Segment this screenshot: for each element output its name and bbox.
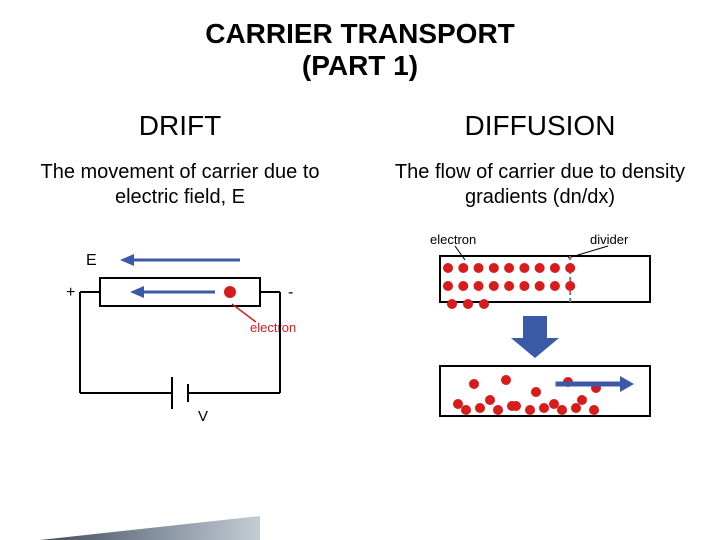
- left-description: The movement of carrier due to electric …: [30, 160, 330, 210]
- right-description: The flow of carrier due to density gradi…: [390, 160, 690, 210]
- svg-text:V: V: [198, 408, 208, 425]
- svg-text:electron: electron: [430, 232, 476, 247]
- svg-text:electron: electron: [250, 320, 296, 335]
- svg-text:E: E: [86, 252, 97, 269]
- svg-text:+: +: [66, 284, 75, 301]
- slide: { "title_line1": "CARRIER TRANSPORT", "t…: [0, 0, 720, 540]
- slide-title: CARRIER TRANSPORT (PART 1): [0, 0, 720, 82]
- title-line-2: (PART 1): [0, 50, 720, 82]
- svg-text:divider: divider: [590, 232, 629, 247]
- diffusion-svg: electron divider: [390, 228, 690, 438]
- diffusion-diagram: electron divider: [390, 228, 690, 438]
- drift-svg: Eelectron + - V: [30, 228, 330, 438]
- left-heading: DRIFT: [30, 110, 330, 142]
- title-line-1: CARRIER TRANSPORT: [0, 18, 720, 50]
- columns: DRIFT The movement of carrier due to ele…: [0, 110, 720, 210]
- diagram-area: Eelectron + - V electron divider: [0, 228, 720, 438]
- right-column: DIFFUSION The flow of carrier due to den…: [390, 110, 690, 210]
- left-column: DRIFT The movement of carrier due to ele…: [30, 110, 330, 210]
- drift-diagram: Eelectron + - V: [30, 228, 330, 438]
- slide-accent: [40, 516, 260, 540]
- right-heading: DIFFUSION: [390, 110, 690, 142]
- svg-text:-: -: [288, 284, 293, 301]
